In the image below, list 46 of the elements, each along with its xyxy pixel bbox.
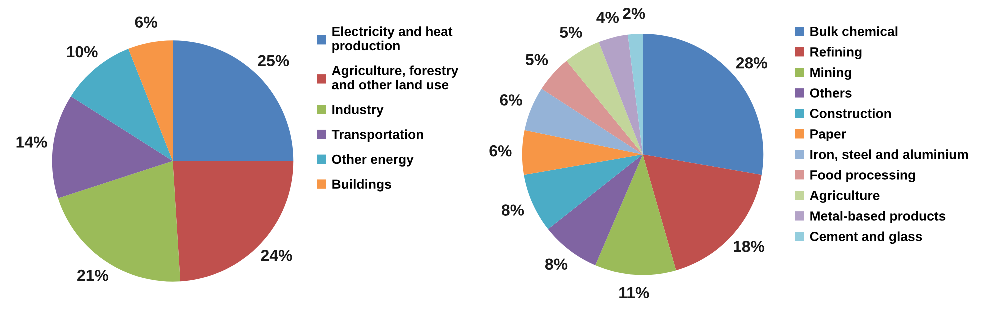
data-label: 6% <box>500 94 522 106</box>
legend-label: Industry <box>332 104 384 118</box>
pie-slice <box>524 88 643 155</box>
legend-label: Agriculture, forestry and other land use <box>332 66 459 90</box>
data-label: 4% <box>596 12 620 24</box>
legend-label: Bulk chemical <box>810 26 898 36</box>
data-label: 14% <box>16 136 48 148</box>
data-label: 2% <box>623 8 646 20</box>
data-label: 28% <box>736 57 768 69</box>
data-label: 25% <box>258 55 290 67</box>
data-label: 5% <box>526 54 548 66</box>
data-label: 5% <box>560 26 582 38</box>
legend-label: Buildings <box>332 179 392 192</box>
legend-label: Cement and glass <box>810 232 922 244</box>
legend-label: Others <box>810 88 852 98</box>
data-label: 8% <box>502 204 524 216</box>
data-label: 6% <box>490 145 512 157</box>
data-label: 18% <box>734 241 765 252</box>
pie-slice <box>173 40 294 162</box>
legend-label: Construction <box>810 108 892 118</box>
data-label: 21% <box>78 270 109 282</box>
pie-slice <box>566 42 643 155</box>
legend-label: Electricity and heat production <box>332 26 453 54</box>
legend-label: Mining <box>810 68 852 80</box>
data-label: 24% <box>261 250 292 262</box>
legend-label: Other energy <box>332 154 414 167</box>
pie-slice <box>628 34 643 155</box>
data-label: 6% <box>135 16 158 28</box>
legend-label: Refining <box>810 47 862 60</box>
legend-label: Transportation <box>332 130 424 142</box>
legend-label: Metal-based products <box>810 211 946 224</box>
data-label: 10% <box>67 46 98 58</box>
legend-label: Agriculture <box>810 190 880 204</box>
pie-slice <box>128 40 173 162</box>
data-label: 8% <box>545 258 568 270</box>
pie-slice <box>596 154 676 276</box>
pie-slice <box>52 96 173 198</box>
legend-label: Food processing <box>810 170 916 182</box>
pie-slice <box>173 161 294 282</box>
pie-slice <box>58 161 181 282</box>
data-label: 11% <box>620 287 650 299</box>
pie-slice <box>522 130 643 176</box>
pie-slice <box>599 34 643 155</box>
legend-label: Iron, steel and aluminium <box>810 150 968 162</box>
legend-label: Paper <box>810 130 846 142</box>
pie-slice <box>524 154 643 230</box>
